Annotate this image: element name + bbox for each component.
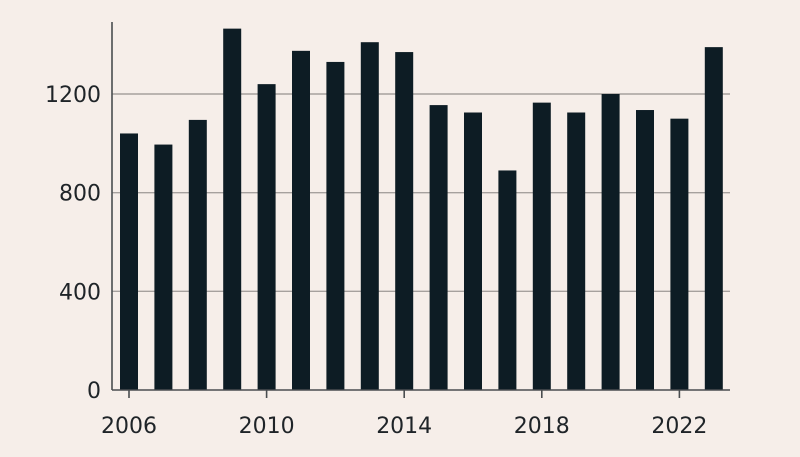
bar-2008 <box>188 119 207 391</box>
bar-2017 <box>498 170 517 390</box>
bar-2023 <box>704 47 723 391</box>
bar-2009 <box>223 28 242 391</box>
y-tick-label: 1200 <box>45 83 101 108</box>
bar-2012 <box>326 61 345 390</box>
x-tick-label: 2010 <box>239 414 295 439</box>
gridlines <box>112 93 730 293</box>
bar-2022 <box>670 118 689 391</box>
x-tick-label: 2014 <box>376 414 432 439</box>
y-tick-label: 0 <box>87 379 101 404</box>
y-tick-label: 400 <box>59 280 101 305</box>
axes <box>111 22 730 398</box>
bar-2011 <box>292 50 310 390</box>
x-tick-label: 2018 <box>514 414 570 439</box>
bar-2010 <box>257 84 276 390</box>
bar-2018 <box>532 102 551 390</box>
bar-2016 <box>464 112 482 390</box>
bar-2021 <box>636 110 654 391</box>
bar-2020 <box>601 94 620 390</box>
x-tick-label: 2022 <box>651 414 707 439</box>
bar-2015 <box>429 105 448 390</box>
bar-2014 <box>395 52 414 391</box>
bars <box>120 28 723 391</box>
y-tick-label: 800 <box>59 182 101 207</box>
bar-2007 <box>154 144 173 390</box>
x-tick-label: 2006 <box>101 414 157 439</box>
bar-2019 <box>567 112 586 390</box>
bar-2013 <box>360 42 379 390</box>
tick-labels: 0 400 800 1200 2006 2010 2014 2018 2022 <box>45 83 707 439</box>
bar-2006 <box>120 133 138 390</box>
